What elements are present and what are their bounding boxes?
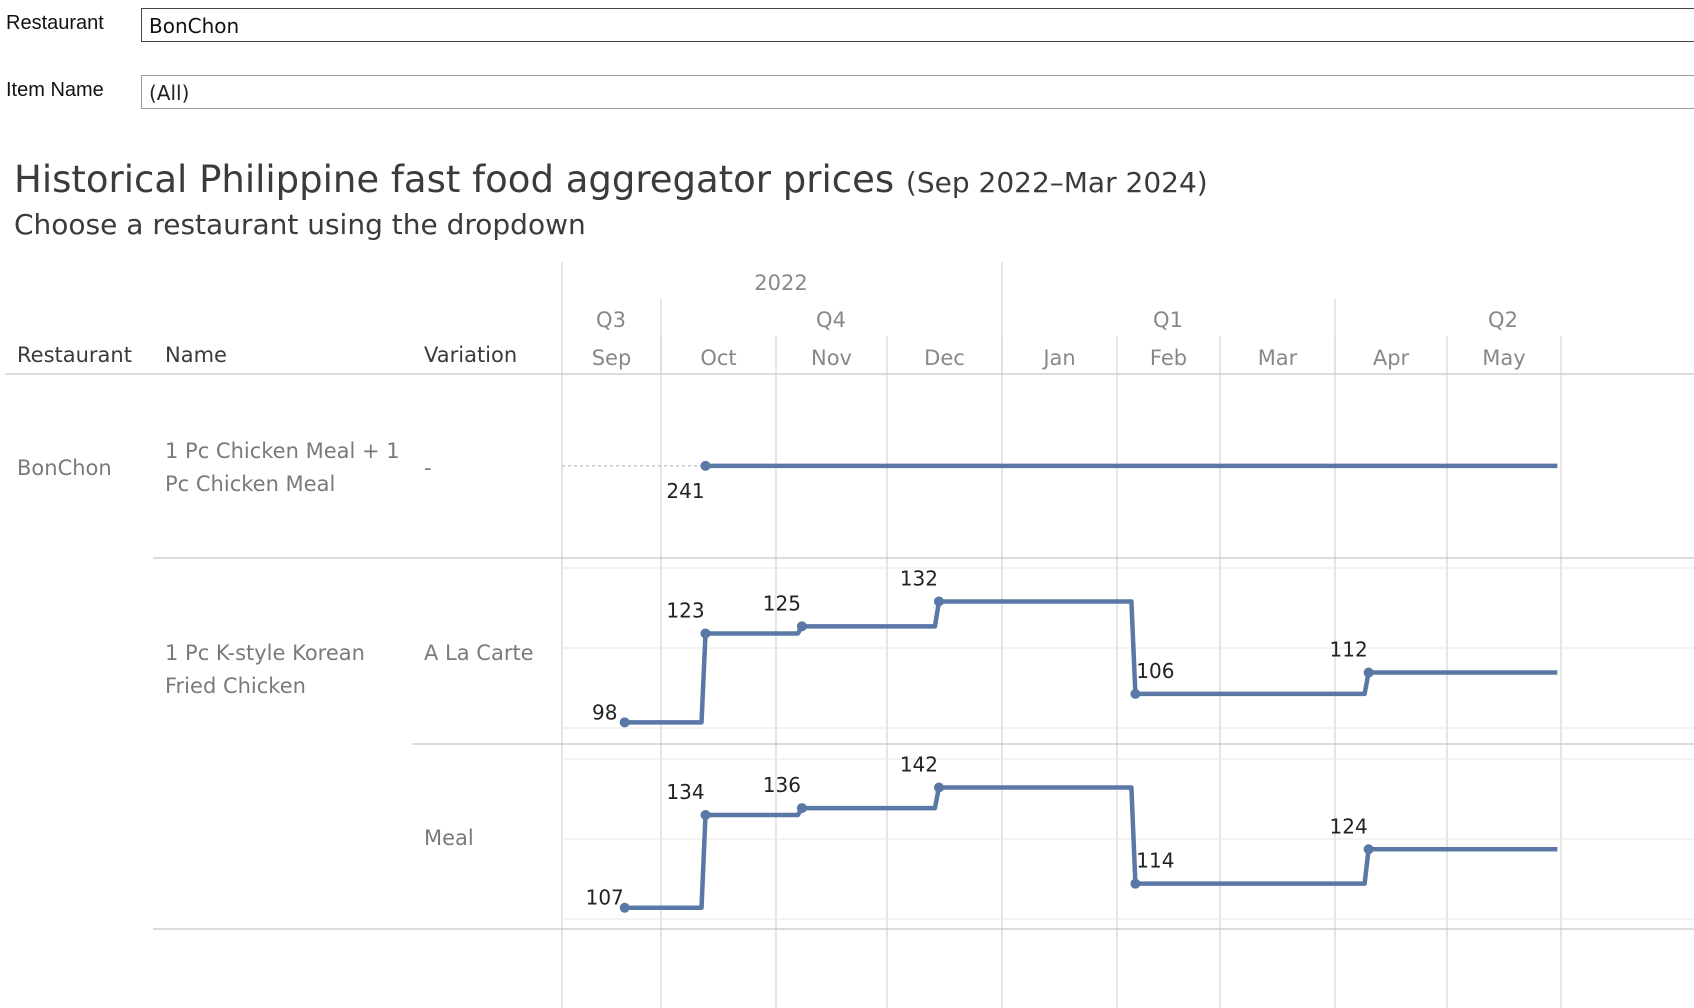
item-name-cell-2: 1 Pc K-style Korean Fried Chicken xyxy=(165,641,365,698)
variation-cell-dash: - xyxy=(424,456,432,480)
chart-title-main: Historical Philippine fast food aggregat… xyxy=(14,158,895,201)
month-label: May xyxy=(1482,346,1525,370)
price-step-line xyxy=(624,599,1558,725)
price-point xyxy=(796,803,807,814)
price-point xyxy=(933,596,944,607)
data-label: 125 xyxy=(763,591,801,615)
price-point xyxy=(796,621,807,632)
variation-cell-a-la-carte: A La Carte xyxy=(424,641,534,665)
name-column-header: Name xyxy=(165,343,227,367)
month-label: Feb xyxy=(1150,346,1187,370)
price-point xyxy=(700,809,711,820)
price-point xyxy=(700,460,711,471)
variation-cell-meal: Meal xyxy=(424,826,474,850)
item-name-dropdown[interactable]: (All) xyxy=(141,75,1694,109)
quarter-label: Q4 xyxy=(816,308,846,332)
data-label: 106 xyxy=(1136,659,1174,683)
price-step-line xyxy=(624,785,1558,910)
restaurant-filter-label: Restaurant xyxy=(6,12,104,34)
price-point xyxy=(1363,667,1374,678)
month-label: Dec xyxy=(924,346,965,370)
data-label: 124 xyxy=(1330,814,1368,838)
month-label: Jan xyxy=(1041,346,1075,370)
chart-title: Historical Philippine fast food aggregat… xyxy=(14,158,1208,201)
quarter-label: Q3 xyxy=(596,308,626,332)
chart-subtitle: Choose a restaurant using the dropdown xyxy=(14,208,586,241)
data-label: 123 xyxy=(666,598,704,622)
restaurant-column-header: Restaurant xyxy=(17,343,132,367)
price-point xyxy=(1363,844,1374,855)
data-label: 142 xyxy=(900,752,938,776)
item-name-filter-label: Item Name xyxy=(6,79,104,101)
data-label: 136 xyxy=(763,773,801,797)
month-label: Oct xyxy=(700,346,736,370)
data-label: 134 xyxy=(666,780,704,804)
data-label: 114 xyxy=(1136,849,1174,873)
quarter-label: Q2 xyxy=(1488,308,1518,332)
month-label: Apr xyxy=(1373,346,1410,370)
quarter-label: Q1 xyxy=(1153,308,1183,332)
item-name-cell-1: 1 Pc Chicken Meal + 1 Pc Chicken Meal xyxy=(165,439,400,496)
variation-column-header: Variation xyxy=(424,343,518,367)
data-label: 132 xyxy=(900,566,938,590)
month-label: Mar xyxy=(1258,346,1298,370)
price-point xyxy=(619,717,630,728)
price-point xyxy=(700,628,711,639)
price-point xyxy=(1130,878,1141,889)
restaurant-cell: BonChon xyxy=(17,456,112,480)
chart-title-range: (Sep 2022–Mar 2024) xyxy=(905,166,1208,199)
month-label: Sep xyxy=(592,346,632,370)
month-label: Nov xyxy=(811,346,852,370)
restaurant-dropdown[interactable]: BonChon xyxy=(141,8,1694,42)
data-label: 241 xyxy=(666,479,704,503)
data-label: 112 xyxy=(1330,638,1368,662)
price-point xyxy=(619,902,630,913)
data-label: 107 xyxy=(586,886,624,910)
price-point xyxy=(933,782,944,793)
year-label: 2022 xyxy=(754,271,807,295)
price-point xyxy=(1130,688,1141,699)
data-label: 98 xyxy=(592,700,617,724)
